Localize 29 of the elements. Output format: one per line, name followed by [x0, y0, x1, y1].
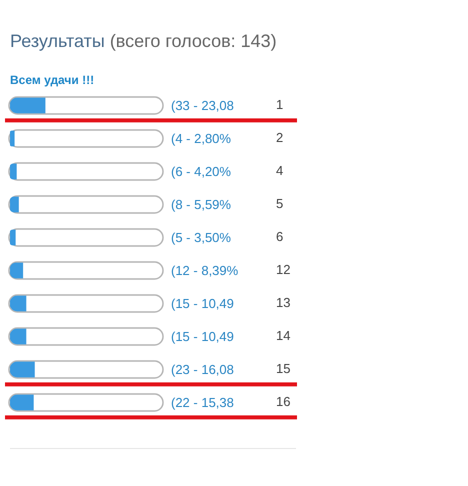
y-tick-label: 5	[276, 196, 284, 212]
y-tick-label: 4	[276, 163, 284, 178]
bar	[10, 196, 19, 212]
y-tick-label: 13	[276, 295, 290, 310]
y-tick-label: 16	[276, 394, 290, 410]
y-tick-label: 14	[276, 328, 290, 344]
y-tick-label: 1	[276, 97, 284, 112]
bar	[10, 394, 34, 410]
y-tick-label: 2	[276, 130, 284, 146]
bar	[10, 362, 35, 378]
bar	[10, 164, 17, 180]
chart-title: Результаты (всего голосов: 143)	[10, 31, 277, 51]
data-label: (15 - 10,49	[171, 296, 234, 312]
data-label: (8 - 5,59%	[171, 197, 232, 212]
data-label: (12 - 8,39%	[171, 263, 239, 278]
data-label: (33 - 23,08	[171, 98, 234, 114]
data-label: (6 - 4,20%	[171, 164, 232, 180]
data-label: (5 - 3,50%	[171, 230, 232, 246]
bar	[10, 130, 15, 146]
y-tick-label: 12	[276, 262, 290, 278]
y-tick-label: 15	[276, 361, 290, 376]
bar	[10, 98, 46, 114]
data-label: (15 - 10,49	[171, 329, 234, 344]
y-tick-label: 6	[276, 229, 284, 244]
data-label: (4 - 2,80%	[171, 131, 232, 146]
bar	[10, 230, 16, 246]
data-label: (23 - 16,08	[171, 362, 234, 378]
data-label: (22 - 15,38	[171, 395, 234, 410]
chart-subtitle: Всем удачи !!!	[10, 73, 94, 87]
